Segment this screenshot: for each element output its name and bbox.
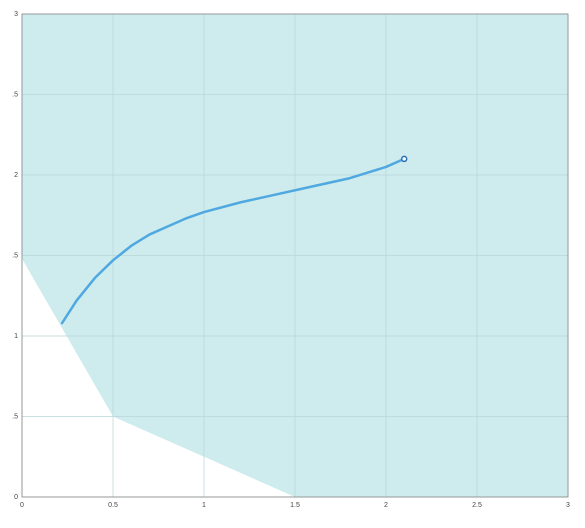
end-marker <box>400 155 408 163</box>
trajectory <box>60 157 406 325</box>
x-tick-label: 2.5 <box>472 502 482 509</box>
x-tick-label: 3 <box>566 502 570 509</box>
y-tick-label: .5 <box>12 413 18 420</box>
y-tick-label: 3 <box>14 11 18 18</box>
x-tick-label: 2 <box>384 502 388 509</box>
x-tick-label: 1 <box>202 502 206 509</box>
y-tick-label: .5 <box>12 252 18 259</box>
x-tick-label: 0.5 <box>108 502 118 509</box>
y-tick-label: 2 <box>14 172 18 179</box>
x-tick-label: 0 <box>20 502 24 509</box>
y-tick-label: .5 <box>12 91 18 98</box>
y-tick-label: 0 <box>14 494 18 501</box>
plot-frame <box>21 13 569 498</box>
y-tick-label: 1 <box>14 333 18 340</box>
x-tick-label: 1.5 <box>290 502 300 509</box>
